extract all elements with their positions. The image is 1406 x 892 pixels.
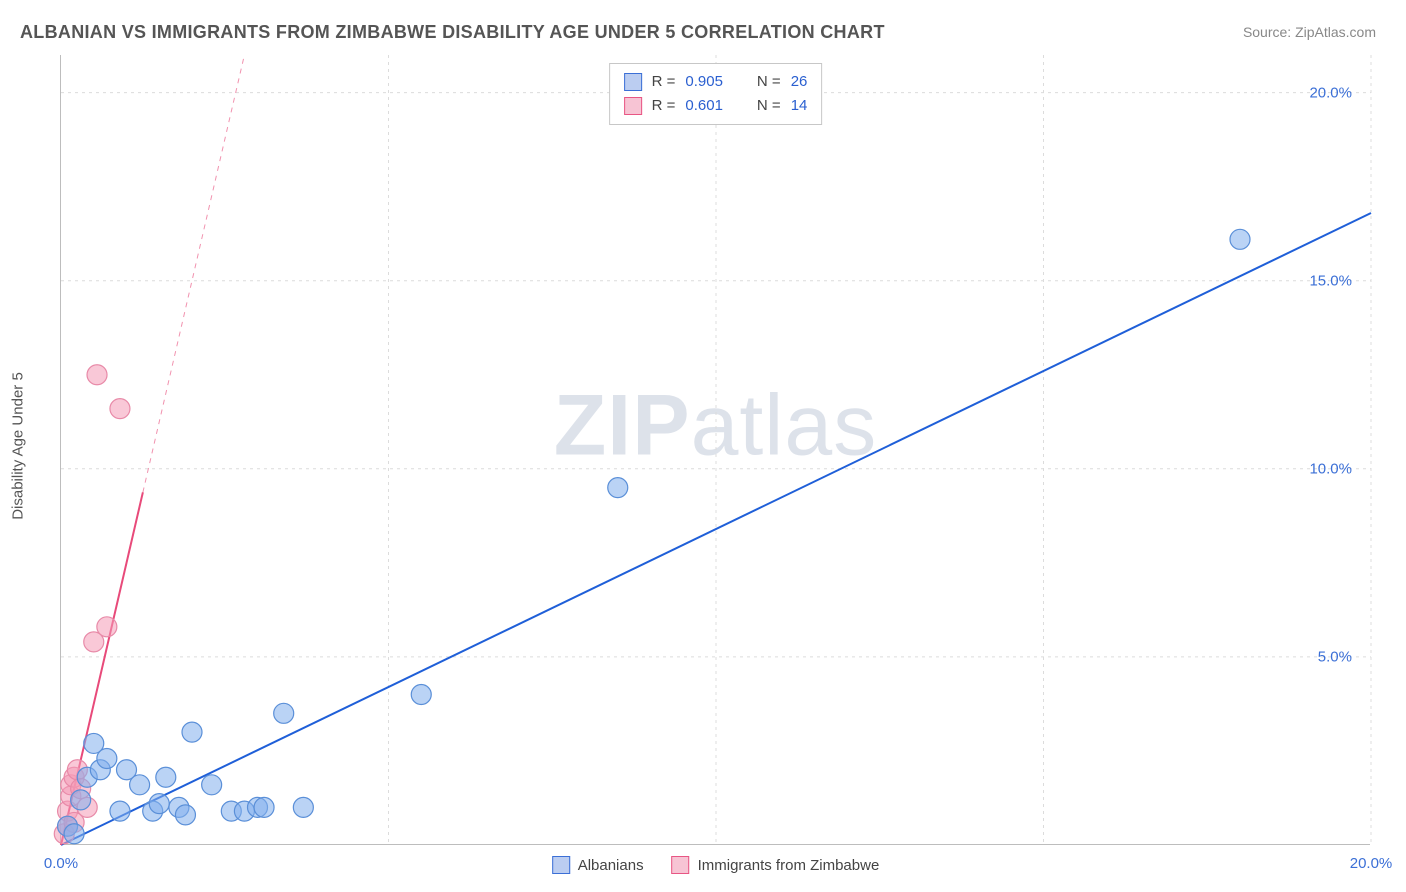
legend-row: R = 0.601 N = 14 xyxy=(624,94,808,118)
legend-swatch xyxy=(624,73,642,91)
chart-plot-area: ZIPatlas R =0.905N =26R =0.601N =14 Alba… xyxy=(60,55,1370,845)
series-legend-item: Immigrants from Zimbabwe xyxy=(672,856,880,874)
data-point xyxy=(71,790,91,810)
legend-n-value: 26 xyxy=(791,70,808,94)
x-tick-label: 20.0% xyxy=(1350,855,1393,872)
data-point xyxy=(1230,229,1250,249)
legend-n-label: N = xyxy=(757,94,781,118)
series-legend-item: Albanians xyxy=(552,856,644,874)
regression-line-dashed xyxy=(143,55,245,492)
y-tick-label: 10.0% xyxy=(1309,460,1352,477)
data-point xyxy=(608,478,628,498)
data-point xyxy=(97,617,117,637)
source-attribution: Source: ZipAtlas.com xyxy=(1243,24,1376,40)
legend-r-value: 0.601 xyxy=(685,94,723,118)
data-point xyxy=(97,748,117,768)
y-axis-label: Disability Age Under 5 xyxy=(10,372,27,520)
data-point xyxy=(274,703,294,723)
series-legend-label: Immigrants from Zimbabwe xyxy=(698,857,880,874)
data-point xyxy=(110,399,130,419)
data-point xyxy=(202,775,222,795)
legend-swatch xyxy=(552,856,570,874)
data-point xyxy=(175,805,195,825)
legend-swatch xyxy=(624,97,642,115)
legend-r-label: R = xyxy=(652,94,676,118)
data-point xyxy=(293,797,313,817)
x-tick-label: 0.0% xyxy=(44,855,78,872)
chart-title: ALBANIAN VS IMMIGRANTS FROM ZIMBABWE DIS… xyxy=(20,22,885,43)
legend-n-value: 14 xyxy=(791,94,808,118)
series-legend-label: Albanians xyxy=(578,857,644,874)
chart-svg xyxy=(61,55,1370,844)
legend-swatch xyxy=(672,856,690,874)
legend-r-value: 0.905 xyxy=(685,70,723,94)
data-point xyxy=(130,775,150,795)
y-tick-label: 15.0% xyxy=(1309,272,1352,289)
y-tick-label: 5.0% xyxy=(1318,648,1352,665)
series-legend: Albanians Immigrants from Zimbabwe xyxy=(552,856,880,874)
data-point xyxy=(156,767,176,787)
data-point xyxy=(411,685,431,705)
data-point xyxy=(254,797,274,817)
y-tick-label: 20.0% xyxy=(1309,84,1352,101)
data-point xyxy=(87,365,107,385)
legend-n-label: N = xyxy=(757,70,781,94)
data-point xyxy=(149,794,169,814)
correlation-legend: R = 0.905 N = 26 R = 0.601 N = 14 xyxy=(609,63,823,125)
data-point xyxy=(182,722,202,742)
data-point xyxy=(64,824,84,844)
legend-r-label: R = xyxy=(652,70,676,94)
legend-row: R = 0.905 N = 26 xyxy=(624,70,808,94)
data-point xyxy=(110,801,130,821)
